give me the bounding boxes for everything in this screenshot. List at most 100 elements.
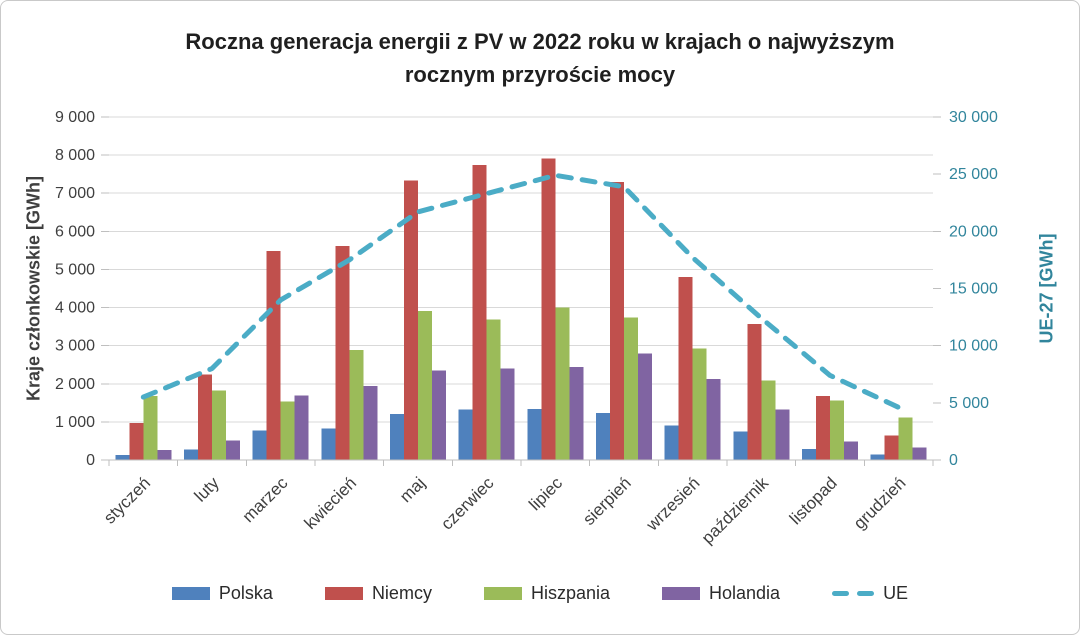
- legend-label-polska: Polska: [218, 583, 273, 603]
- bar-niemcy-0: [129, 423, 144, 460]
- y-tick-label-left: 6 000: [55, 223, 95, 240]
- bar-holandia-2: [294, 395, 309, 460]
- y-tick-label-right: 25 000: [949, 166, 998, 183]
- y-tick-label-right: 10 000: [949, 338, 998, 355]
- y-tick-label-left: 8 000: [55, 147, 95, 164]
- bar-hiszpania-4: [418, 310, 432, 460]
- y-tick-label-right: 30 000: [949, 109, 998, 126]
- bar-polska-8: [664, 425, 679, 460]
- bar-hiszpania-2: [280, 401, 295, 460]
- legend-swatch-niemcy: [324, 587, 363, 600]
- y-tick-label-right: 0: [949, 452, 958, 469]
- y-tick-label-left: 7 000: [55, 185, 95, 202]
- x-tick-label: marzec: [239, 473, 292, 526]
- bar-niemcy-7: [610, 182, 624, 461]
- y-tick-label-right: 15 000: [949, 281, 998, 298]
- bar-niemcy-11: [884, 435, 899, 460]
- chart-title: Roczna generacja energii z PV w 2022 rok…: [1, 25, 1079, 91]
- y-tick-label-left: 9 000: [55, 109, 95, 126]
- bar-polska-5: [458, 409, 473, 460]
- y-tick-label-left: 1 000: [55, 414, 95, 431]
- bar-niemcy-6: [541, 158, 556, 460]
- bar-holandia-4: [432, 370, 446, 460]
- y-tick-label-left: 5 000: [55, 261, 95, 278]
- x-tick-label: styczeń: [100, 473, 154, 527]
- bar-holandia-5: [500, 368, 515, 460]
- bar-hiszpania-3: [349, 350, 364, 460]
- bar-holandia-8: [706, 378, 721, 460]
- bar-hiszpania-8: [692, 348, 707, 460]
- line-ue: [140, 172, 902, 410]
- x-tick-label: kwiecień: [301, 473, 361, 533]
- bar-hiszpania-0: [143, 395, 158, 460]
- bar-holandia-11: [912, 447, 927, 460]
- bar-holandia-1: [226, 440, 240, 460]
- x-tick-label: sierpień: [579, 473, 635, 529]
- bar-holandia-3: [363, 386, 378, 460]
- bar-polska-0: [115, 455, 130, 460]
- legend-label-ue: UE: [883, 583, 909, 603]
- y-tick-label-left: 0: [86, 452, 95, 469]
- bar-polska-10: [802, 448, 816, 460]
- bar-holandia-0: [157, 450, 172, 460]
- bar-niemcy-8: [678, 277, 693, 460]
- bar-niemcy-10: [816, 395, 830, 460]
- legend-item-polska: Polska: [171, 583, 273, 604]
- bar-polska-9: [733, 431, 748, 460]
- x-tick-label: grudzień: [850, 473, 910, 533]
- bar-holandia-6: [569, 367, 584, 460]
- bar-niemcy-5: [472, 165, 487, 460]
- bar-hiszpania-11: [898, 417, 913, 460]
- x-tick-label: maj: [396, 473, 429, 506]
- bar-polska-2: [252, 430, 267, 460]
- legend-label-niemcy: Niemcy: [371, 583, 432, 603]
- y-tick-label-left: 3 000: [55, 338, 95, 355]
- bar-polska-6: [527, 408, 542, 460]
- dash-segment: [857, 591, 875, 596]
- bar-holandia-9: [775, 409, 790, 460]
- y-tick-label-right: 20 000: [949, 223, 998, 240]
- bar-polska-3: [321, 428, 336, 460]
- dash-segment: [832, 591, 850, 596]
- legend-swatch-holandia: [662, 587, 700, 600]
- chart-legend: Polska Niemcy Hiszpania Holandia UE: [1, 583, 1079, 604]
- bar-hiszpania-10: [830, 400, 844, 460]
- x-tick-label: lipiec: [525, 473, 566, 514]
- x-tick-label: październik: [698, 473, 773, 548]
- legend-swatch-polska: [171, 587, 210, 600]
- y-tick-label-left: 4 000: [55, 300, 95, 317]
- bar-niemcy-4: [404, 180, 418, 460]
- bar-hiszpania-1: [212, 390, 226, 460]
- legend-item-ue: UE: [832, 583, 908, 604]
- bar-hiszpania-9: [761, 380, 776, 460]
- bar-holandia-7: [638, 353, 652, 460]
- bar-polska-1: [184, 449, 198, 460]
- bar-niemcy-9: [747, 323, 762, 460]
- legend-item-hiszpania: Hiszpania: [483, 583, 610, 604]
- bar-polska-11: [870, 454, 885, 460]
- legend-item-niemcy: Niemcy: [324, 583, 432, 604]
- chart-title-line2: rocznym przyroście mocy: [404, 62, 676, 87]
- bar-hiszpania-7: [624, 317, 638, 460]
- legend-swatch-hiszpania: [483, 587, 522, 600]
- x-tick-label: luty: [191, 473, 223, 505]
- x-tick-label: listopad: [786, 473, 841, 528]
- bar-hiszpania-6: [555, 307, 570, 460]
- bar-niemcy-2: [266, 250, 281, 460]
- bar-polska-4: [390, 413, 404, 460]
- x-tick-label: wrzesień: [642, 473, 704, 535]
- legend-dash-sample: [832, 591, 875, 596]
- legend-label-hiszpania: Hiszpania: [530, 583, 610, 603]
- y-tick-label-left: 2 000: [55, 376, 95, 393]
- chart-title-line1: Roczna generacja energii z PV w 2022 rok…: [185, 29, 895, 54]
- legend-label-holandia: Holandia: [709, 583, 781, 603]
- legend-item-holandia: Holandia: [662, 583, 780, 604]
- bar-polska-7: [596, 413, 610, 460]
- x-tick-label: czerwiec: [437, 473, 498, 534]
- bar-hiszpania-5: [486, 319, 501, 460]
- bar-niemcy-1: [198, 374, 212, 460]
- bar-niemcy-3: [335, 245, 350, 460]
- bar-holandia-10: [844, 441, 858, 460]
